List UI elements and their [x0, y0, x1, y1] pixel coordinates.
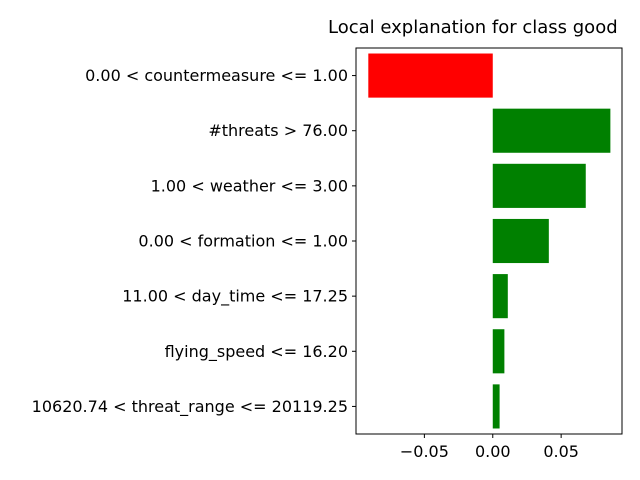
x-axis: −0.05 0.00 0.05 [400, 434, 579, 461]
chart-title: Local explanation for class good [328, 17, 618, 38]
y-tick-label: 10620.74 < threat_range <= 20119.25 [32, 397, 348, 417]
bar-2 [492, 108, 611, 153]
bars-layer [368, 53, 611, 429]
y-tick-label: 0.00 < formation <= 1.00 [138, 232, 348, 251]
bar-1 [368, 53, 493, 98]
plot-frame [355, 47, 623, 435]
bar-6 [492, 329, 505, 374]
bar-4 [492, 218, 549, 264]
x-tick-label: −0.05 [400, 442, 449, 461]
x-tick-label: 0.05 [543, 442, 579, 461]
y-tick-label: flying_speed <= 16.20 [165, 342, 348, 362]
bar-5 [492, 274, 508, 319]
y-tick-label: 1.00 < weather <= 3.00 [151, 176, 348, 195]
y-tick-label: #threats > 76.00 [208, 121, 348, 140]
x-tick-label: 0.00 [475, 442, 511, 461]
bar-7 [492, 384, 500, 429]
y-tick-label: 11.00 < day_time <= 17.25 [122, 287, 348, 307]
y-axis: 0.00 < countermeasure <= 1.00 #threats > … [32, 66, 356, 417]
y-tick-label: 0.00 < countermeasure <= 1.00 [85, 66, 348, 85]
bar-3 [492, 163, 586, 208]
